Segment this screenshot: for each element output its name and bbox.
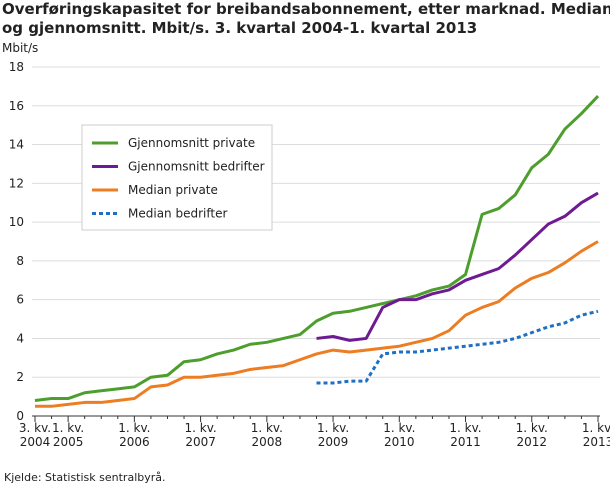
chart-title: og gjennomsnitt. Mbit/s. 3. kvartal 2004…	[2, 19, 477, 37]
x-tick-label-line: 1. kv.	[118, 421, 150, 435]
x-tick-label-line: 2006	[119, 435, 150, 449]
y-axis-label: Mbit/s	[2, 41, 38, 55]
series-line	[316, 191, 599, 342]
x-tick-label-line: 1. kv.	[516, 421, 548, 435]
x-tick-label: 1. kv. 2009	[317, 421, 349, 449]
x-tick-label-line: 1. kv.	[317, 421, 349, 435]
x-tick-label-line: 2011	[450, 435, 481, 449]
x-tick-label: 3. kv. 2004	[19, 421, 51, 449]
x-tick-label: 1. kv.2013	[582, 421, 610, 449]
x-tick-label-line: 1. kv.	[52, 421, 84, 435]
legend-label: Median private	[128, 183, 218, 197]
x-tick-label-line: 2005	[53, 435, 84, 449]
legend-label: Gjennomsnitt private	[128, 136, 255, 150]
legend-label: Gjennomsnitt bedrifter	[128, 160, 265, 174]
x-tick-label: 1. kv. 2011	[449, 421, 481, 449]
x-tick-label: 1. kv. 2010	[383, 421, 415, 449]
y-tick-label: 14	[9, 138, 24, 152]
x-tick-label-line: 1. kv.	[449, 421, 481, 435]
y-tick-label: 18	[9, 60, 24, 74]
y-tick-label: 0	[16, 409, 24, 423]
x-tick-label-line: 2007	[185, 435, 216, 449]
x-tick-label-line: 1. kv.	[383, 421, 415, 435]
x-tick-label-line: 1. kv.	[184, 421, 216, 435]
x-tick-label-line: 2008	[252, 435, 283, 449]
source: Kjelde: Statistisk sentralbyrå.	[4, 471, 166, 484]
y-tick-label: 2	[16, 370, 24, 384]
x-tick-label: 1. kv. 2005	[52, 421, 84, 449]
x-tick-label: 1. kv. 2008	[251, 421, 283, 449]
series-line	[316, 309, 599, 385]
x-tick-label: 1. kv. 2006	[118, 421, 150, 449]
y-tick-label: 10	[9, 215, 24, 229]
chart-title: Overføringskapasitet for breibandsabonne…	[2, 0, 610, 18]
x-tick-label-line: 2012	[516, 435, 547, 449]
y-tick-label: 16	[9, 99, 24, 113]
x-tick-label-line: 2013	[583, 435, 610, 449]
series-line	[35, 240, 599, 408]
x-tick-label: 1. kv. 2012	[516, 421, 548, 449]
y-tick-label: 6	[16, 293, 24, 307]
x-tick-label-line: 2004	[20, 435, 51, 449]
series-line	[34, 95, 600, 402]
x-tick-label-line: 2010	[384, 435, 415, 449]
x-tick-label-line: 1. kv.	[582, 421, 610, 435]
x-tick-label: 1. kv. 2007	[184, 421, 216, 449]
x-tick-label-line: 2009	[318, 435, 349, 449]
x-tick-label-line: 1. kv.	[251, 421, 283, 435]
y-tick-label: 8	[16, 254, 24, 268]
y-tick-label: 12	[9, 176, 24, 190]
x-tick-label-line: 3. kv.	[19, 421, 51, 435]
y-tick-label: 4	[16, 331, 24, 345]
legend-label: Median bedrifter	[128, 207, 227, 221]
